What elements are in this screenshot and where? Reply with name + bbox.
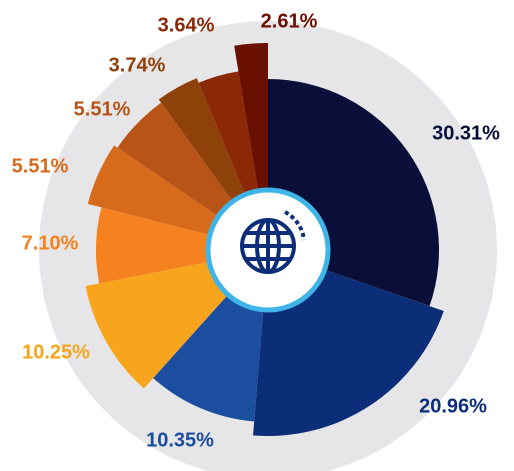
data-label: 2.61% [261,10,318,32]
slice [96,207,268,284]
data-label: 10.25% [22,341,90,363]
globe-icon [240,210,306,274]
data-label: 3.74% [109,54,166,76]
data-label: 5.51% [12,155,69,177]
data-label: 30.31% [432,122,500,144]
data-label: 7.10% [22,232,79,254]
data-label: 5.51% [74,98,131,120]
data-label: 3.64% [158,14,215,36]
data-label: 20.96% [419,395,487,417]
data-label: 10.35% [146,429,214,451]
